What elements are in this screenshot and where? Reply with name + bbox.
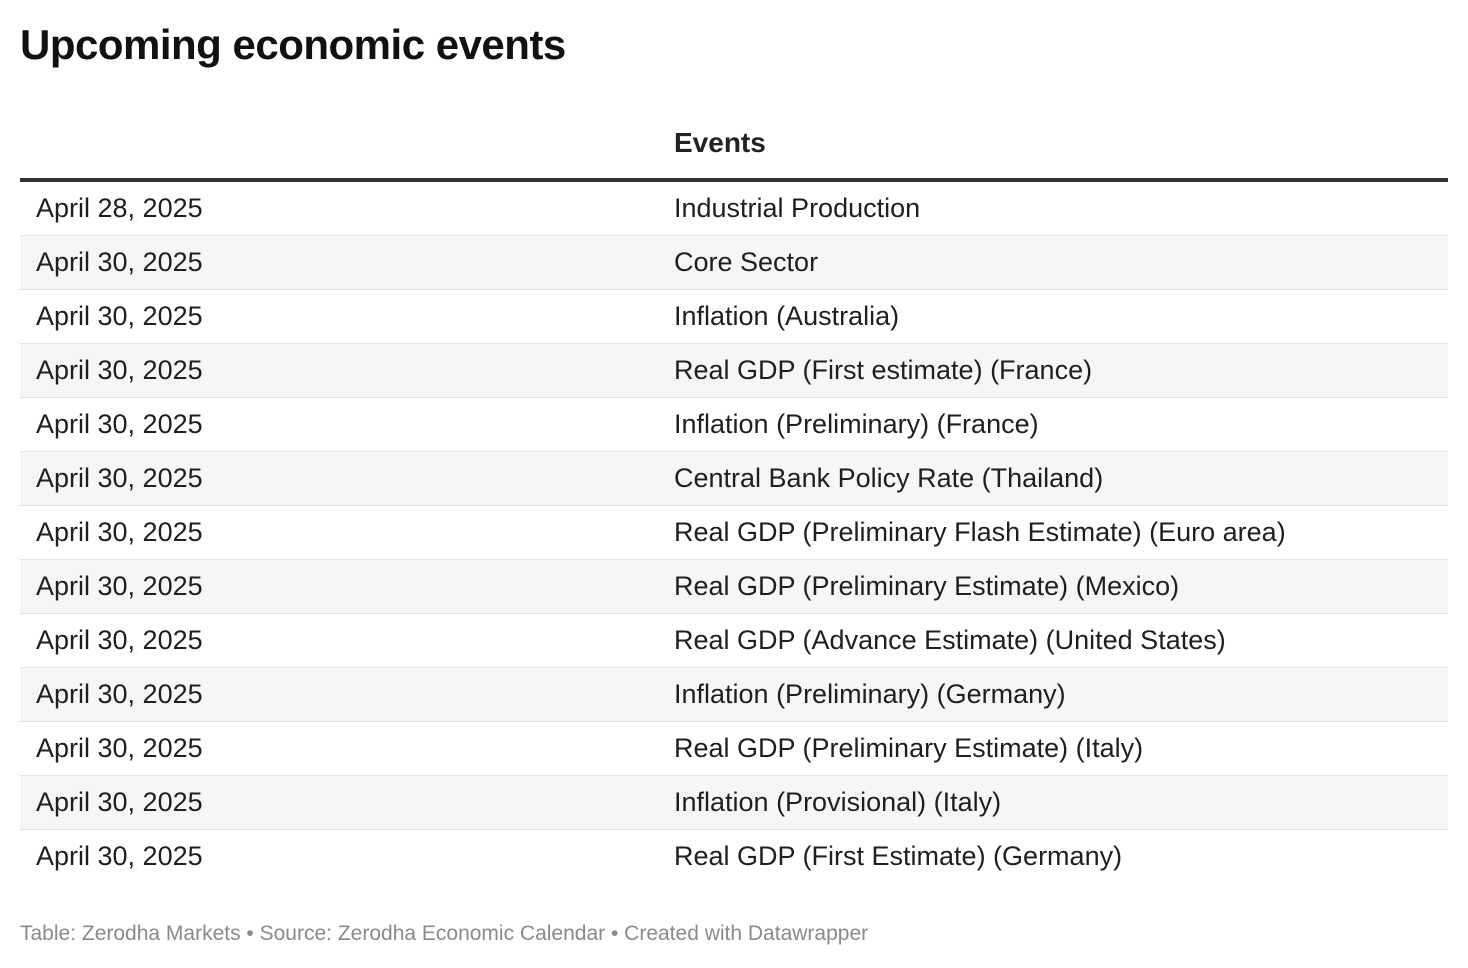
- date-cell: April 30, 2025: [20, 775, 674, 830]
- table-row: April 30, 2025 Real GDP (Preliminary Fla…: [20, 505, 1448, 560]
- event-cell: Central Bank Policy Rate (Thailand): [674, 451, 1448, 506]
- column-header-events: Events: [674, 108, 1448, 182]
- events-table-container: Events April 28, 2025 Industrial Product…: [20, 108, 1448, 883]
- event-cell: Real GDP (Preliminary Estimate) (Italy): [674, 721, 1448, 776]
- table-row: April 30, 2025 Central Bank Policy Rate …: [20, 451, 1448, 506]
- date-cell: April 30, 2025: [20, 559, 674, 614]
- date-cell: April 30, 2025: [20, 289, 674, 344]
- date-cell: April 30, 2025: [20, 505, 674, 560]
- date-cell: April 30, 2025: [20, 451, 674, 506]
- table-row: April 30, 2025 Inflation (Provisional) (…: [20, 775, 1448, 830]
- date-cell: April 28, 2025: [20, 180, 674, 236]
- date-cell: April 30, 2025: [20, 235, 674, 290]
- date-cell: April 30, 2025: [20, 343, 674, 398]
- table-row: April 30, 2025 Real GDP (First Estimate)…: [20, 830, 1448, 884]
- event-cell: Inflation (Preliminary) (Germany): [674, 667, 1448, 722]
- column-header-date: [20, 108, 674, 182]
- table-row: April 30, 2025 Real GDP (First estimate)…: [20, 343, 1448, 398]
- table-body: April 28, 2025 Industrial Production Apr…: [20, 180, 1448, 883]
- table-row: April 30, 2025 Real GDP (Advance Estimat…: [20, 613, 1448, 668]
- event-cell: Real GDP (First estimate) (France): [674, 343, 1448, 398]
- page-title: Upcoming economic events: [20, 21, 566, 68]
- date-cell: April 30, 2025: [20, 667, 674, 722]
- event-cell: Inflation (Preliminary) (France): [674, 397, 1448, 452]
- event-cell: Real GDP (Preliminary Flash Estimate) (E…: [674, 505, 1448, 560]
- event-cell: Real GDP (First Estimate) (Germany): [674, 841, 1123, 871]
- table-row: April 30, 2025 Inflation (Australia): [20, 289, 1448, 344]
- event-cell: Industrial Production: [674, 180, 1448, 236]
- table-row: April 30, 2025 Real GDP (Preliminary Est…: [20, 721, 1448, 776]
- date-cell: April 30, 2025: [36, 841, 203, 871]
- event-cell: Real GDP (Preliminary Estimate) (Mexico): [674, 559, 1448, 614]
- date-cell: April 30, 2025: [20, 397, 674, 452]
- table-row: April 30, 2025 Core Sector: [20, 235, 1448, 290]
- event-cell: Real GDP (Advance Estimate) (United Stat…: [674, 613, 1448, 668]
- source-footer: Table: Zerodha Markets • Source: Zerodha…: [20, 922, 869, 945]
- table-header-row: Events: [20, 108, 1448, 182]
- table-row: April 30, 2025 Inflation (Preliminary) (…: [20, 667, 1448, 722]
- event-cell: Inflation (Australia): [674, 289, 1448, 344]
- date-cell: April 30, 2025: [20, 721, 674, 776]
- table-row: April 30, 2025 Inflation (Preliminary) (…: [20, 397, 1448, 452]
- table-row: April 28, 2025 Industrial Production: [20, 180, 1448, 236]
- date-cell: April 30, 2025: [20, 613, 674, 668]
- table-row: April 30, 2025 Real GDP (Preliminary Est…: [20, 559, 1448, 614]
- event-cell: Inflation (Provisional) (Italy): [674, 775, 1448, 830]
- events-table: Events April 28, 2025 Industrial Product…: [20, 108, 1448, 883]
- event-cell: Core Sector: [674, 235, 1448, 290]
